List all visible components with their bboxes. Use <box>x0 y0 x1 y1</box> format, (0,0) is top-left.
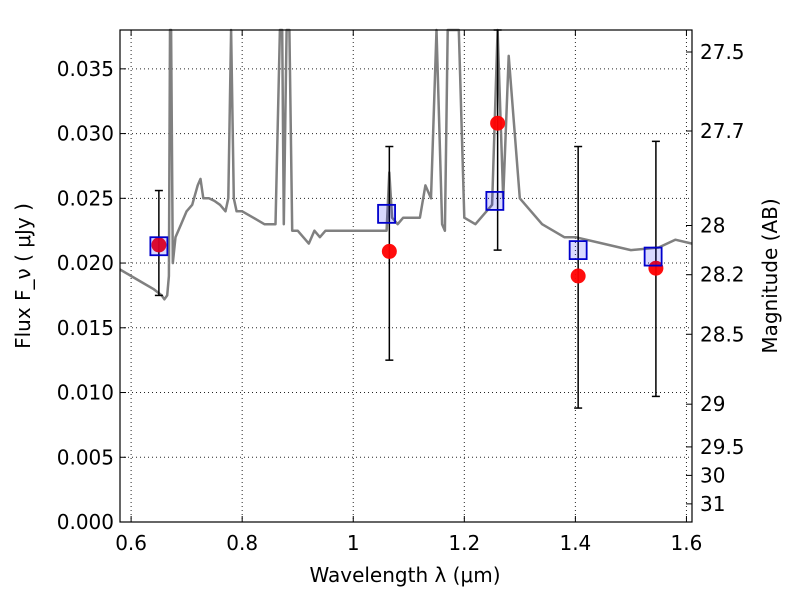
y-tick-label: 0.030 <box>57 122 114 146</box>
right-tick-label: 31 <box>700 492 725 516</box>
data-point <box>151 237 167 253</box>
y-tick-label: 0.005 <box>57 445 114 469</box>
y-tick-label: 0.020 <box>57 251 114 275</box>
y-tick-label: 0.025 <box>57 186 114 210</box>
y-axis-title: Flux F_ν ( μJy ) <box>11 203 35 349</box>
right-tick-label: 27.5 <box>700 40 745 64</box>
grid-layer <box>120 30 692 523</box>
x-tick-label: 1.2 <box>448 531 480 555</box>
x-tick-label: 1.4 <box>559 531 591 555</box>
plot-frame <box>119 29 693 523</box>
right-tick-label: 29.5 <box>700 435 745 459</box>
x-tick-label: 0.6 <box>115 531 147 555</box>
right-tick-label: 30 <box>700 463 725 487</box>
right-tick-label: 28 <box>700 214 725 238</box>
model-square <box>643 246 663 267</box>
x-tick-label: 1.6 <box>671 531 703 555</box>
y-tick-label: 0.035 <box>57 57 114 81</box>
axis-layer: 0.6 0.8 1 1.2 1.4 1.6 0.000 0.005 0.010 0.015 0.02… <box>57 30 745 555</box>
x-tick-label: 1 <box>347 531 360 555</box>
y-tick-label: 0.010 <box>57 381 114 405</box>
data-point <box>490 115 506 131</box>
data-point <box>648 260 664 276</box>
y-tick-label: 0.015 <box>57 316 114 340</box>
data-point <box>381 243 397 259</box>
right-tick-label: 28.5 <box>700 322 745 346</box>
model-square <box>377 203 396 224</box>
right-tick-label: 29 <box>700 392 725 416</box>
x-axis-title: Wavelength λ (μm) <box>309 563 500 587</box>
right-tick-label: 27.7 <box>700 119 745 143</box>
y-tick-label: 0.000 <box>57 510 114 534</box>
marker-layer <box>149 29 664 409</box>
model-square <box>568 240 588 261</box>
spectrum-layer <box>119 28 693 301</box>
model-square <box>485 191 505 211</box>
right-tick-label: 28.2 <box>700 263 745 287</box>
x-tick-label: 0.8 <box>226 531 258 555</box>
y-axis-right-title: Magnitude (AB) <box>758 198 782 353</box>
spectrum-line <box>119 28 693 301</box>
data-point <box>570 268 586 284</box>
model-square <box>149 236 169 257</box>
